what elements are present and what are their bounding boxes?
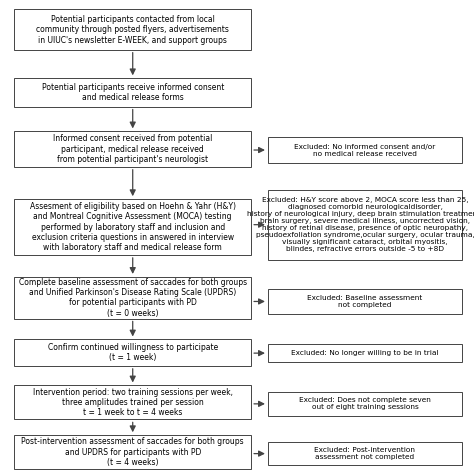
FancyBboxPatch shape — [14, 131, 251, 167]
Text: Informed consent received from potential
participant, medical release received
f: Informed consent received from potential… — [53, 134, 212, 164]
Text: Excluded: No longer willing to be in trial: Excluded: No longer willing to be in tri… — [291, 350, 439, 356]
Text: Intervention period: two training sessions per week,
three amplitudes trained pe: Intervention period: two training sessio… — [33, 388, 233, 417]
FancyBboxPatch shape — [268, 190, 462, 260]
Text: Excluded: Does not complete seven
out of eight training sessions: Excluded: Does not complete seven out of… — [299, 397, 431, 410]
FancyBboxPatch shape — [14, 385, 251, 419]
FancyBboxPatch shape — [268, 289, 462, 314]
FancyBboxPatch shape — [268, 344, 462, 362]
Text: Excluded: Post-intervention
assessment not completed: Excluded: Post-intervention assessment n… — [314, 447, 416, 460]
Text: Potential participants receive informed consent
and medical release forms: Potential participants receive informed … — [42, 83, 224, 102]
Text: Excluded: H&Y score above 2, MOCA score less than 25,
diagnosed comorbid neurolo: Excluded: H&Y score above 2, MOCA score … — [247, 197, 474, 252]
Text: Excluded: No informed consent and/or
no medical release received: Excluded: No informed consent and/or no … — [294, 144, 436, 156]
FancyBboxPatch shape — [14, 277, 251, 319]
Text: Complete baseline assessment of saccades for both groups
and Unified Parkinson's: Complete baseline assessment of saccades… — [18, 278, 247, 318]
Text: Assesment of eligibility based on Hoehn & Yahr (H&Y)
and Montreal Cognitive Asse: Assesment of eligibility based on Hoehn … — [30, 202, 236, 252]
FancyBboxPatch shape — [14, 435, 251, 469]
FancyBboxPatch shape — [14, 339, 251, 366]
FancyBboxPatch shape — [268, 392, 462, 416]
Text: Potential participants contacted from local
community through posted flyers, adv: Potential participants contacted from lo… — [36, 15, 229, 45]
FancyBboxPatch shape — [268, 442, 462, 465]
Text: Confirm continued willingness to participate
(t = 1 week): Confirm continued willingness to partici… — [47, 343, 218, 362]
FancyBboxPatch shape — [268, 137, 462, 163]
FancyBboxPatch shape — [14, 199, 251, 255]
Text: Post-intervention assessment of saccades for both groups
and UPDRS for participa: Post-intervention assessment of saccades… — [21, 438, 244, 467]
Text: Excluded: Baseline assessment
not completed: Excluded: Baseline assessment not comple… — [307, 295, 423, 308]
FancyBboxPatch shape — [14, 9, 251, 50]
FancyBboxPatch shape — [14, 78, 251, 107]
